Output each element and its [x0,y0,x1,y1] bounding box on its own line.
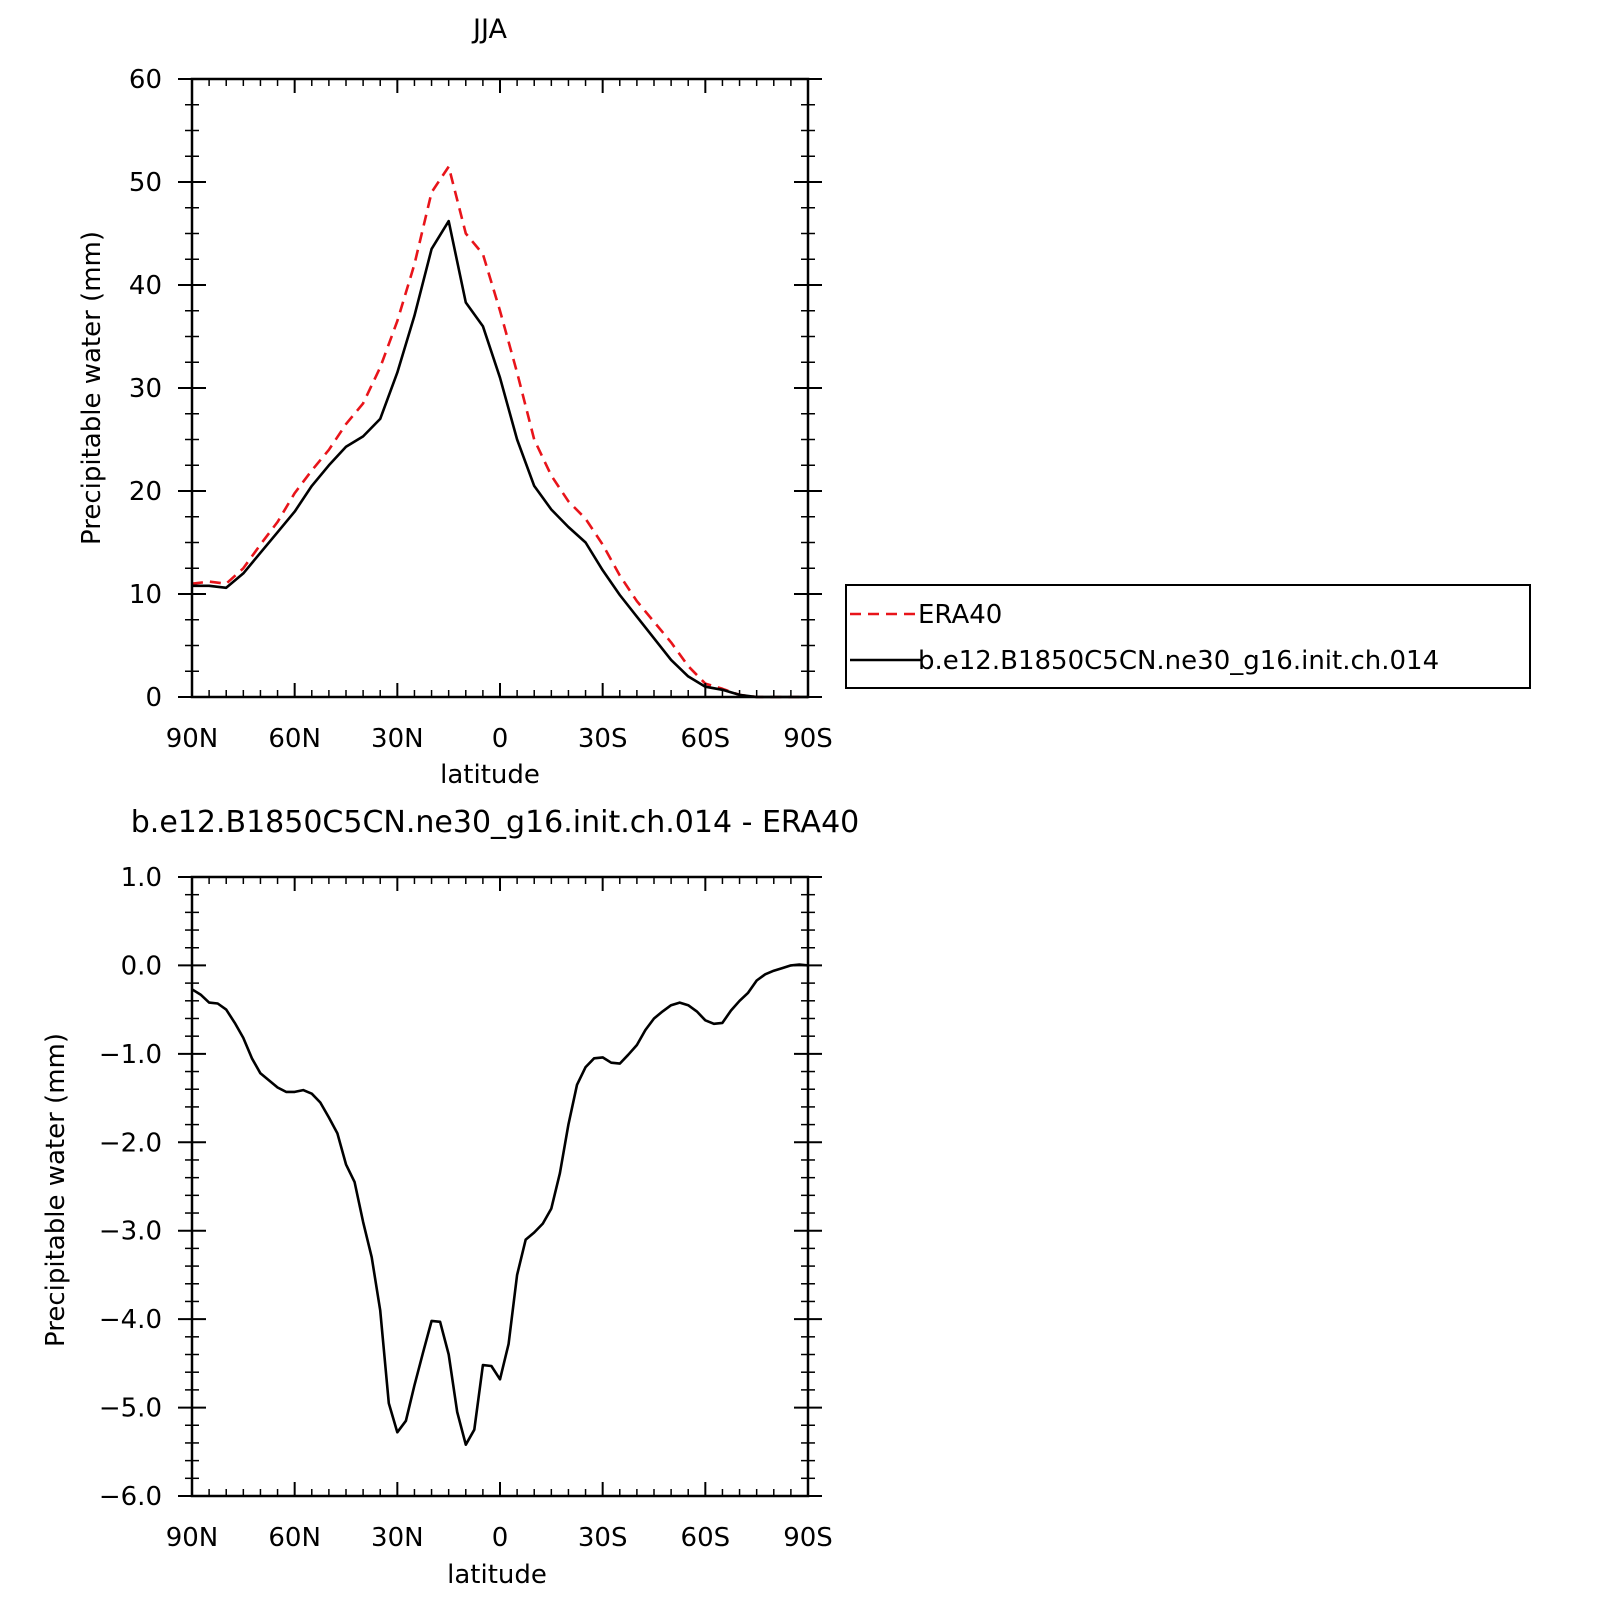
top-y-tick-label: 40 [129,271,162,301]
top-x-tick-label: 60S [681,724,731,754]
top-y-tick-label: 60 [129,65,162,95]
bottom-y-tick-label: −2.0 [99,1128,162,1158]
bottom-y-tick-label: 1.0 [121,863,162,893]
top-series-line-b-e12-b1850c5cn-ne30-g16-init-ch-014 [192,219,808,699]
bottom-y-tick-label: −1.0 [99,1040,162,1070]
bottom-series-line-difference [191,963,809,1446]
top-x-tick-label: 60N [268,724,321,754]
bottom-y-tick-label: −3.0 [99,1217,162,1247]
bottom-y-tick-label: 0.0 [121,951,162,981]
top-x-tick-label: 30N [371,724,424,754]
bottom-y-tick-label: −4.0 [99,1305,162,1335]
bottom-series-layer [191,963,809,1446]
top-x-tick-label: 0 [492,724,509,754]
top-chart-title: JJA [471,14,507,45]
legend-label-era40: ERA40 [918,600,1002,630]
top-series-layer [191,165,808,699]
top-y-axis-label: Precipitable water (mm) [77,231,107,545]
top-y-tick-label: 10 [129,580,162,610]
top-plot-frame [190,77,810,699]
bottom-panel: b.e12.B1850C5CN.ne30_g16.init.ch.014 - E… [41,805,859,1590]
top-x-tick-label: 90S [783,724,833,754]
bottom-x-tick-label: 30S [578,1523,628,1553]
bottom-x-tick-label: 30N [371,1523,424,1553]
bottom-chart-title: b.e12.B1850C5CN.ne30_g16.init.ch.014 - E… [131,805,860,840]
top-y-tick-label: 0 [145,683,162,713]
top-y-tick-label: 20 [129,477,162,507]
legend-box [845,584,1531,689]
top-y-tick-label: 50 [129,168,162,198]
legend-label-model: b.e12.B1850C5CN.ne30_g16.init.ch.014 [918,646,1439,676]
bottom-x-tick-label: 60N [268,1523,321,1553]
bottom-x-tick-label: 90N [166,1523,219,1553]
top-x-tick-label: 30S [578,724,628,754]
bottom-x-tick-label: 60S [681,1523,731,1553]
bottom-x-tick-label: 0 [492,1523,509,1553]
bottom-ticks-layer: 90N 60N 30N 0 30S 60S 90S 1.0 0.0 −1.0 −2.0 −3.0 −4.… [99,863,833,1553]
bottom-x-axis-label: latitude [447,1560,547,1590]
top-x-axis-label: latitude [440,760,540,790]
top-ticks-layer: 90N 60N 30N 0 30S 60S 90S 0 10 20 30 40 50 60 [129,65,833,754]
bottom-plot-frame [190,875,810,1498]
top-x-tick-label: 90N [166,724,219,754]
top-legend: ERA40 b.e12.B1850C5CN.ne30_g16.init.ch.0… [845,584,1531,689]
top-y-tick-label: 30 [129,374,162,404]
top-panel: JJA 90N 60N 30N 0 30S 60S 90S 0 10 20 30 40 50 60 lat… [77,14,1531,790]
bottom-y-tick-label: −6.0 [99,1482,162,1512]
bottom-y-axis-label: Precipitable water (mm) [41,1033,71,1347]
bottom-x-tick-label: 90S [783,1523,833,1553]
top-series-line-era40 [191,165,808,699]
bottom-y-tick-label: −5.0 [99,1394,162,1424]
